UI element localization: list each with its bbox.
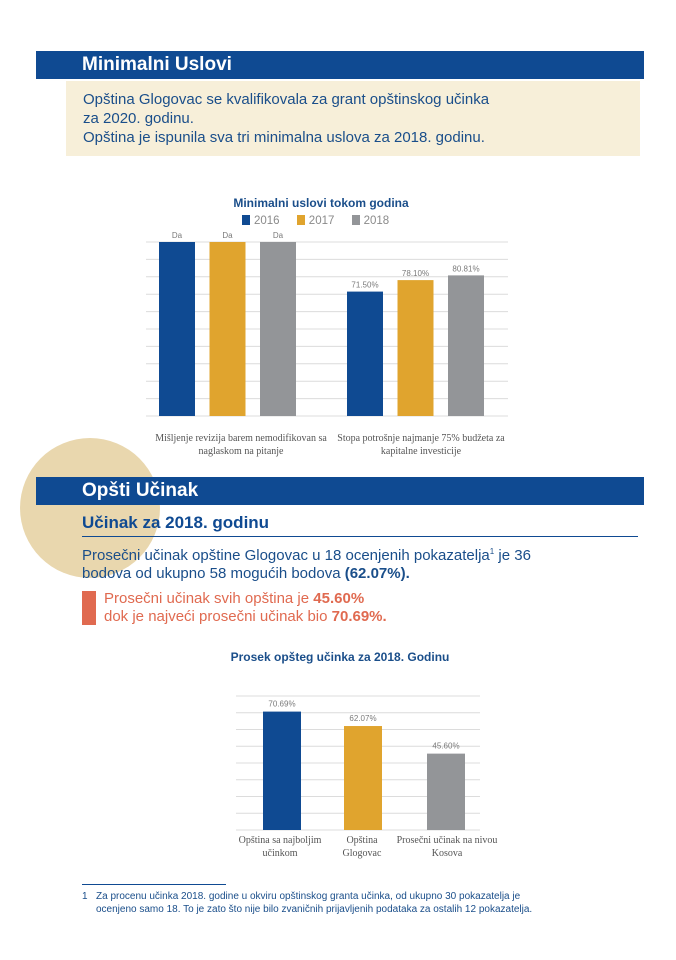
footnote-divider (82, 884, 226, 885)
chart2-title: Prosek opšteg učinka za 2018. Godinu (230, 650, 450, 664)
chart1-category-label-1: Mišljenje revizija barem nemodifikovan s… (136, 432, 346, 458)
highlight-line-2: dok je najveći prosečni učinak bio 70.69… (104, 608, 387, 626)
label-line: kapitalne investicije (380, 446, 462, 457)
data-label: 78.10% (402, 269, 429, 278)
chart1-legend: 2016 2017 2018 (242, 215, 403, 227)
note-line-1: Opština Glogovac se kvalifikovala za gra… (83, 91, 490, 108)
label-line: Prosečni učinak na nivou (396, 835, 498, 846)
paragraph-line-2: bodova od ukupno 58 mogućih bodova (62.0… (82, 565, 642, 583)
footnote-text: Za procenu učinka 2018. godine u okviru … (96, 891, 656, 916)
subsection-title-text: Učinak za 2018. godinu (82, 513, 270, 532)
data-label: Da (222, 231, 233, 240)
footnote-number: 1 (82, 891, 88, 902)
label-line: Opština (346, 835, 378, 846)
text: je 36 (494, 547, 531, 564)
label-line: Kosova (431, 848, 463, 859)
data-label: Da (172, 231, 183, 240)
section-title: Minimalni Uslovi (82, 54, 232, 75)
footnote-line: ocenjeno samo 18. To je zato što nije bi… (96, 903, 533, 915)
chart2-plot: 70.69% 62.07% 45.60% (236, 695, 480, 831)
bar-2017-cat2 (397, 280, 434, 416)
chart2-category-label-3: Prosečni učinak na nivou Kosova (392, 834, 502, 860)
bar-1 (263, 711, 301, 830)
label-line: Glogovac (342, 848, 382, 859)
chart2-category-label-1: Opština sa najboljim učinkom (234, 834, 326, 860)
footnote-line: Za procenu učinka 2018. godine u okviru … (96, 891, 521, 902)
decorative-circle (20, 438, 160, 578)
subsection-title: Učinak za 2018. godinu (82, 513, 269, 533)
label-line: Opština sa najboljim (238, 835, 322, 846)
text: bodova od ukupno 58 mogućih bodova (82, 565, 345, 582)
section-header-opsti-ucinak: Opšti Učinak (36, 477, 644, 505)
legend-label: 2018 (363, 215, 390, 227)
section-header-minimalni-uslovi: Minimalni Uslovi (36, 51, 644, 79)
chart2-category-label-2: Opština Glogovac (322, 834, 402, 860)
data-label: 80.81% (452, 264, 479, 273)
paragraph-line-1: Prosečni učinak opštine Glogovac u 18 oc… (82, 543, 642, 565)
legend-item-2016: 2016 (242, 215, 280, 227)
highlight-marker (82, 591, 96, 625)
subsection-underline (82, 536, 638, 537)
performance-paragraph: Prosečni učinak opštine Glogovac u 18 oc… (82, 543, 642, 583)
score-percent: (62.07%). (344, 565, 410, 582)
value: 70.69%. (331, 608, 387, 625)
highlight-text: Prosečni učinak svih opština je 45.60% d… (104, 590, 387, 626)
legend-item-2017: 2017 (296, 215, 335, 227)
footnote-ref: 1 (489, 547, 495, 556)
legend-swatch (242, 215, 250, 225)
label-line: Stopa potrošnje najmanje 75% budžeta za (337, 433, 505, 444)
legend-label: 2016 (254, 215, 280, 227)
qualification-note-box: Opština Glogovac se kvalifikovala za gra… (66, 81, 640, 156)
legend-item-2018: 2018 (351, 215, 390, 227)
bar-2016-cat1 (159, 242, 195, 416)
data-label: 45.60% (432, 742, 459, 751)
highlight-line-1: Prosečni učinak svih opština je 45.60% (104, 590, 387, 608)
value: 45.60% (313, 590, 365, 607)
bar-2018-cat1 (260, 242, 296, 416)
bar-2018-cat2 (448, 275, 484, 416)
label-line: naglaskom na pitanje (198, 446, 284, 457)
label-line: Mišljenje revizija barem nemodifikovan s… (155, 433, 327, 444)
text: dok je najveći prosečni učinak bio (104, 608, 332, 625)
legend-swatch (296, 215, 305, 225)
data-label: 70.69% (268, 700, 295, 709)
bar-3 (427, 753, 465, 830)
bar-2 (344, 726, 382, 830)
data-label: 71.50% (351, 281, 378, 290)
chart1-category-label-2: Stopa potrošnje najmanje 75% budžeta za … (316, 432, 526, 458)
text: Prosečni učinak opštine Glogovac u 18 oc… (82, 547, 490, 564)
section-title: Opšti Učinak (82, 480, 199, 501)
data-label: 62.07% (349, 714, 376, 723)
chart1-plot: Da Da Da 71.50% 78.10% 80.81% (146, 231, 508, 417)
legend-swatch (351, 215, 360, 225)
bar-2016-cat2 (347, 291, 383, 416)
legend-label: 2017 (308, 215, 335, 227)
label-line: učinkom (262, 848, 298, 859)
bar-2017-cat1 (209, 242, 246, 416)
chart1-title: Minimalni uslovi tokom godina (233, 196, 409, 210)
data-label: Da (273, 231, 284, 240)
note-line-3: Opština je ispunila sva tri minimalna us… (83, 129, 485, 146)
text: Prosečni učinak svih opština je (104, 590, 314, 607)
note-line-2: za 2020. godinu. (83, 110, 194, 127)
